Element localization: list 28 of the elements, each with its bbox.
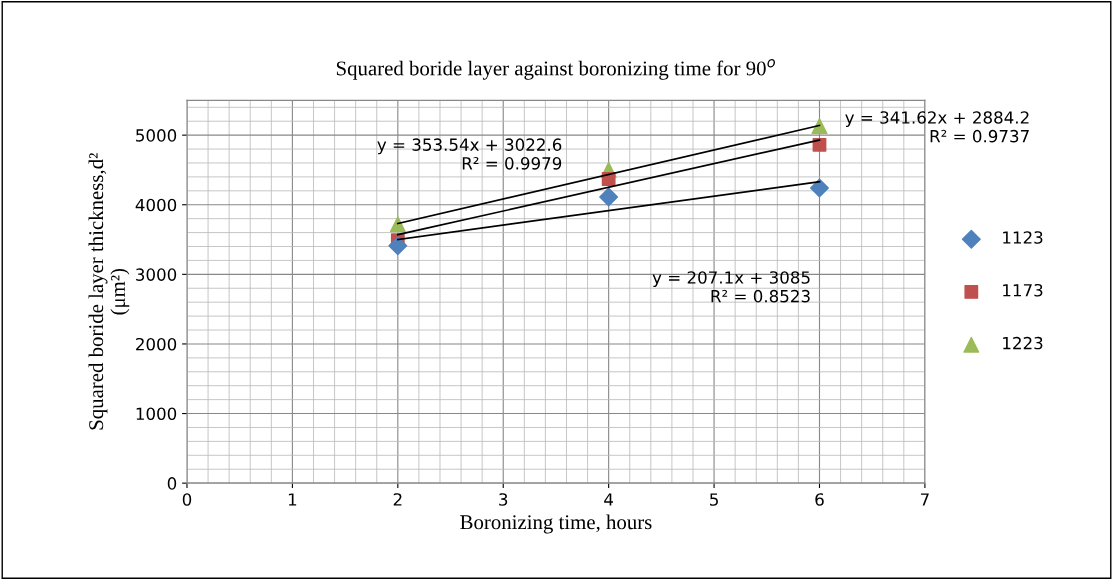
x-tick-label: 7 (920, 493, 929, 506)
point (810, 178, 829, 198)
y-tick-label: 1000 (136, 407, 177, 421)
point (389, 216, 406, 233)
y-tick-label: 5000 (136, 129, 177, 142)
legend-label: 1123 (1003, 231, 1043, 244)
x-tick-label: 5 (710, 493, 718, 506)
y-tick-label: 2000 (136, 337, 177, 351)
x-tick-label: 1 (288, 493, 297, 506)
x-tick-label: 4 (604, 493, 614, 506)
y-axis-title: Squared boride layer thickness,d² (μm²) (88, 153, 130, 430)
y-tick-label: 3000 (136, 268, 177, 281)
legend-label: 1173 (1003, 283, 1043, 297)
x-axis-title: Boronizing time, hours (460, 514, 652, 534)
annotation: y = 207.1x + 3085 R² = 0.8523 (652, 271, 810, 303)
x-tick-label: 2 (393, 493, 402, 506)
chart-title: Squared boride layer against boronizing time for 90$^{o}$ (336, 59, 775, 80)
annotation: y = 341.62x + 2884.2 R² = 0.9737 (845, 111, 1029, 143)
y-tick-label: 4000 (135, 198, 177, 212)
y-tick-label: 0 (167, 477, 177, 490)
point (599, 187, 619, 207)
annotation: y = 353.54x + 3022.6 R² = 0.9979 (377, 138, 562, 170)
legend-label: 1223 (1003, 336, 1043, 350)
x-tick-label: 6 (815, 493, 824, 506)
x-tick-label: 3 (499, 493, 508, 506)
point (388, 236, 408, 256)
point (811, 118, 828, 135)
x-tick-label: 0 (182, 493, 192, 506)
